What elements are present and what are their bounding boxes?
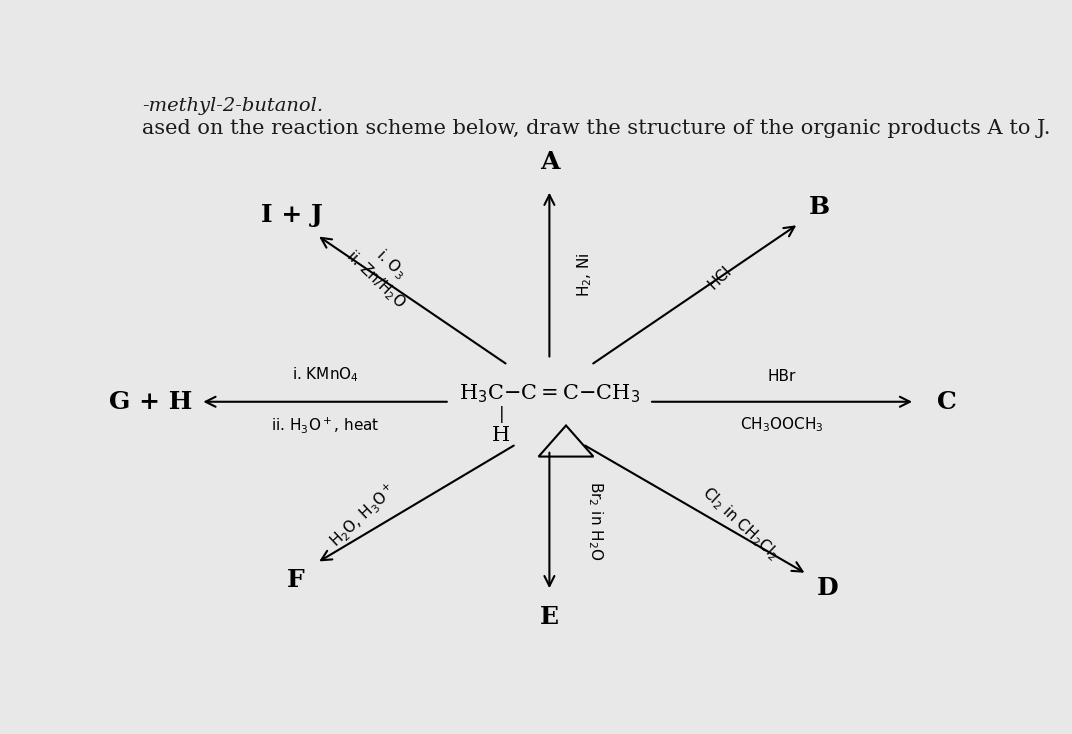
Text: C: C bbox=[937, 390, 956, 414]
Text: i. KMnO$_4$: i. KMnO$_4$ bbox=[292, 366, 359, 384]
Text: H$_2$, Ni: H$_2$, Ni bbox=[575, 252, 594, 297]
Text: G + H: G + H bbox=[109, 390, 192, 414]
Text: D: D bbox=[817, 576, 838, 600]
Text: H$_2$O, H$_3$O$^+$: H$_2$O, H$_3$O$^+$ bbox=[325, 479, 400, 550]
Text: A: A bbox=[539, 150, 560, 173]
Text: B: B bbox=[809, 195, 830, 219]
Text: Br$_2$ in H$_2$O: Br$_2$ in H$_2$O bbox=[585, 481, 605, 560]
Text: ased on the reaction scheme below, draw the structure of the organic products A : ased on the reaction scheme below, draw … bbox=[143, 119, 1051, 138]
Text: F: F bbox=[287, 568, 304, 592]
Text: E: E bbox=[540, 605, 559, 628]
Text: HBr: HBr bbox=[768, 368, 796, 384]
Text: ii. H$_3$O$^+$, heat: ii. H$_3$O$^+$, heat bbox=[271, 415, 379, 435]
Text: -methyl-2-butanol.: -methyl-2-butanol. bbox=[143, 97, 324, 115]
Text: CH$_3$OOCH$_3$: CH$_3$OOCH$_3$ bbox=[740, 415, 824, 434]
Text: |: | bbox=[498, 406, 504, 424]
Text: H: H bbox=[492, 426, 510, 445]
Text: i. O$_3$
ii. Zn/H$_2$O: i. O$_3$ ii. Zn/H$_2$O bbox=[342, 231, 425, 313]
Text: HCl: HCl bbox=[705, 263, 734, 292]
Text: Cl$_2$ in CH$_2$Cl$_2$: Cl$_2$ in CH$_2$Cl$_2$ bbox=[698, 483, 783, 564]
Text: H$_3$C$-$C$=$C$-$CH$_3$: H$_3$C$-$C$=$C$-$CH$_3$ bbox=[459, 382, 640, 404]
Text: I + J: I + J bbox=[260, 203, 323, 228]
